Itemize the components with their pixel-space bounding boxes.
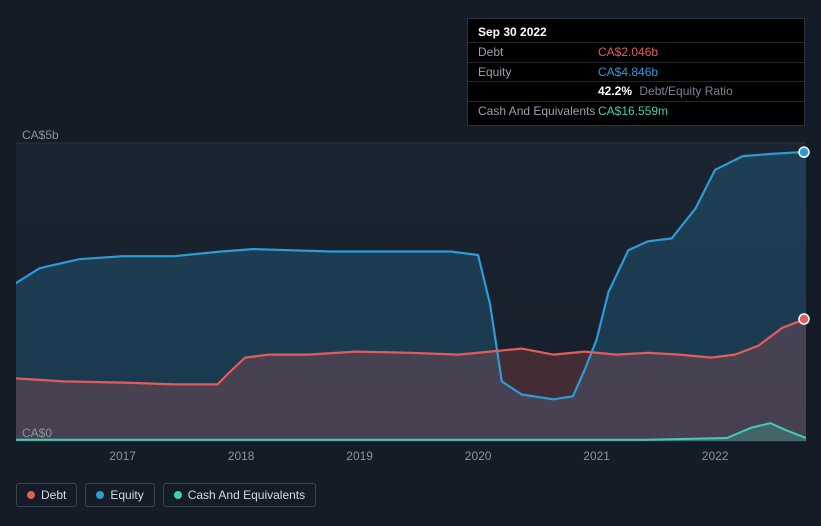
x-axis-tick-label: 2017 <box>109 449 136 463</box>
tooltip-row-value: CA$16.559m <box>598 103 668 120</box>
tooltip-date: Sep 30 2022 <box>478 24 547 41</box>
legend-item-cash-and-equivalents[interactable]: Cash And Equivalents <box>163 483 316 507</box>
equity-end-marker <box>799 147 809 157</box>
y-axis-tick-label: CA$0 <box>22 426 52 440</box>
tooltip-row-value: 42.2% Debt/Equity Ratio <box>598 83 733 100</box>
x-axis-tick-label: 2022 <box>702 449 729 463</box>
x-axis-tick-label: 2020 <box>465 449 492 463</box>
legend-dot-icon <box>27 491 35 499</box>
tooltip-row-value: CA$2.046b <box>598 44 658 61</box>
y-axis-tick-label: CA$5b <box>22 128 59 142</box>
legend-dot-icon <box>174 491 182 499</box>
legend-dot-icon <box>96 491 104 499</box>
x-axis-tick-label: 2019 <box>346 449 373 463</box>
legend-item-equity[interactable]: Equity <box>85 483 154 507</box>
legend-item-label: Equity <box>110 488 143 502</box>
tooltip-row-label: Equity <box>478 64 598 81</box>
tooltip-row-label: Cash And Equivalents <box>478 103 598 120</box>
legend-item-label: Cash And Equivalents <box>188 488 305 502</box>
hover-tooltip: Sep 30 2022 DebtCA$2.046bEquityCA$4.846b 4… <box>467 18 805 126</box>
x-axis-tick-label: 2021 <box>583 449 610 463</box>
debt-end-marker <box>799 314 809 324</box>
tooltip-row-label: Debt <box>478 44 598 61</box>
x-axis-tick-label: 2018 <box>228 449 255 463</box>
tooltip-row-label <box>478 83 598 100</box>
chart-legend: Debt Equity Cash And Equivalents <box>16 483 316 507</box>
legend-item-label: Debt <box>41 488 66 502</box>
legend-item-debt[interactable]: Debt <box>16 483 77 507</box>
tooltip-row-value: CA$4.846b <box>598 64 658 81</box>
